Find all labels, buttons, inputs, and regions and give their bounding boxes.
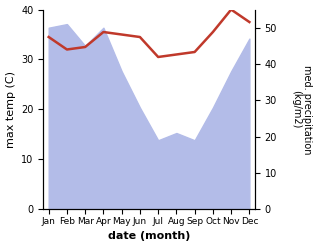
Y-axis label: max temp (C): max temp (C)	[5, 71, 16, 148]
X-axis label: date (month): date (month)	[108, 231, 190, 242]
Y-axis label: med. precipitation
(kg/m2): med. precipitation (kg/m2)	[291, 65, 313, 154]
